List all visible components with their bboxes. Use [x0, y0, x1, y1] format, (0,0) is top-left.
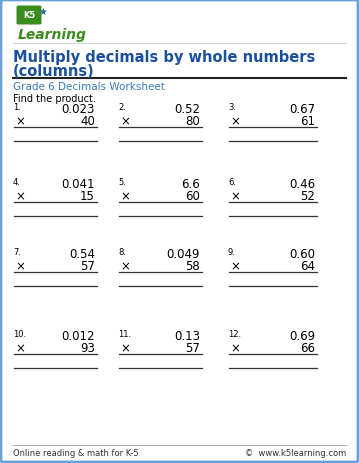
Text: 0.023: 0.023: [62, 103, 95, 116]
Text: Learning: Learning: [18, 28, 87, 42]
FancyBboxPatch shape: [17, 6, 42, 25]
Text: 0.041: 0.041: [61, 178, 95, 191]
Text: 0.049: 0.049: [167, 247, 200, 260]
Text: 0.13: 0.13: [174, 329, 200, 342]
Text: 15: 15: [80, 189, 95, 202]
Text: 0.012: 0.012: [61, 329, 95, 342]
Text: 0.60: 0.60: [289, 247, 315, 260]
Text: 12.: 12.: [228, 329, 241, 338]
Text: 93: 93: [80, 341, 95, 354]
Text: 61: 61: [300, 115, 315, 128]
Text: ×: ×: [120, 259, 130, 272]
Text: Online reading & math for K-5: Online reading & math for K-5: [13, 448, 139, 457]
Text: 57: 57: [185, 341, 200, 354]
Text: 64: 64: [300, 259, 315, 272]
Text: 2.: 2.: [118, 103, 126, 112]
Text: 52: 52: [300, 189, 315, 202]
Text: ×: ×: [230, 259, 240, 272]
Text: 57: 57: [80, 259, 95, 272]
Text: 6.: 6.: [228, 178, 236, 187]
Text: ×: ×: [230, 341, 240, 354]
Text: 1.: 1.: [13, 103, 21, 112]
Text: ©  www.k5learning.com: © www.k5learning.com: [245, 448, 346, 457]
Text: Multiply decimals by whole numbers: Multiply decimals by whole numbers: [13, 50, 315, 65]
Text: ×: ×: [15, 189, 25, 202]
Text: 11.: 11.: [118, 329, 131, 338]
Text: ×: ×: [15, 259, 25, 272]
Text: 9.: 9.: [228, 247, 236, 257]
Text: 10.: 10.: [13, 329, 26, 338]
Text: ×: ×: [15, 341, 25, 354]
Text: ★: ★: [39, 7, 47, 17]
Text: ×: ×: [15, 115, 25, 128]
Text: 0.52: 0.52: [174, 103, 200, 116]
Text: (columns): (columns): [13, 64, 95, 79]
Text: 0.69: 0.69: [289, 329, 315, 342]
Text: ×: ×: [120, 189, 130, 202]
Text: 58: 58: [185, 259, 200, 272]
Text: 0.67: 0.67: [289, 103, 315, 116]
Text: ×: ×: [230, 115, 240, 128]
Text: 60: 60: [185, 189, 200, 202]
Text: Find the product.: Find the product.: [13, 94, 96, 104]
Text: ×: ×: [230, 189, 240, 202]
Text: 6.6: 6.6: [181, 178, 200, 191]
Text: 0.46: 0.46: [289, 178, 315, 191]
Text: 40: 40: [80, 115, 95, 128]
Text: ×: ×: [120, 115, 130, 128]
Text: ×: ×: [120, 341, 130, 354]
Text: 8.: 8.: [118, 247, 126, 257]
Text: 80: 80: [185, 115, 200, 128]
Text: K5: K5: [23, 12, 35, 20]
Text: 5.: 5.: [118, 178, 126, 187]
Text: 4.: 4.: [13, 178, 21, 187]
Text: 7.: 7.: [13, 247, 21, 257]
Text: Grade 6 Decimals Worksheet: Grade 6 Decimals Worksheet: [13, 82, 165, 92]
Text: 66: 66: [300, 341, 315, 354]
Text: 3.: 3.: [228, 103, 236, 112]
Text: 0.54: 0.54: [69, 247, 95, 260]
